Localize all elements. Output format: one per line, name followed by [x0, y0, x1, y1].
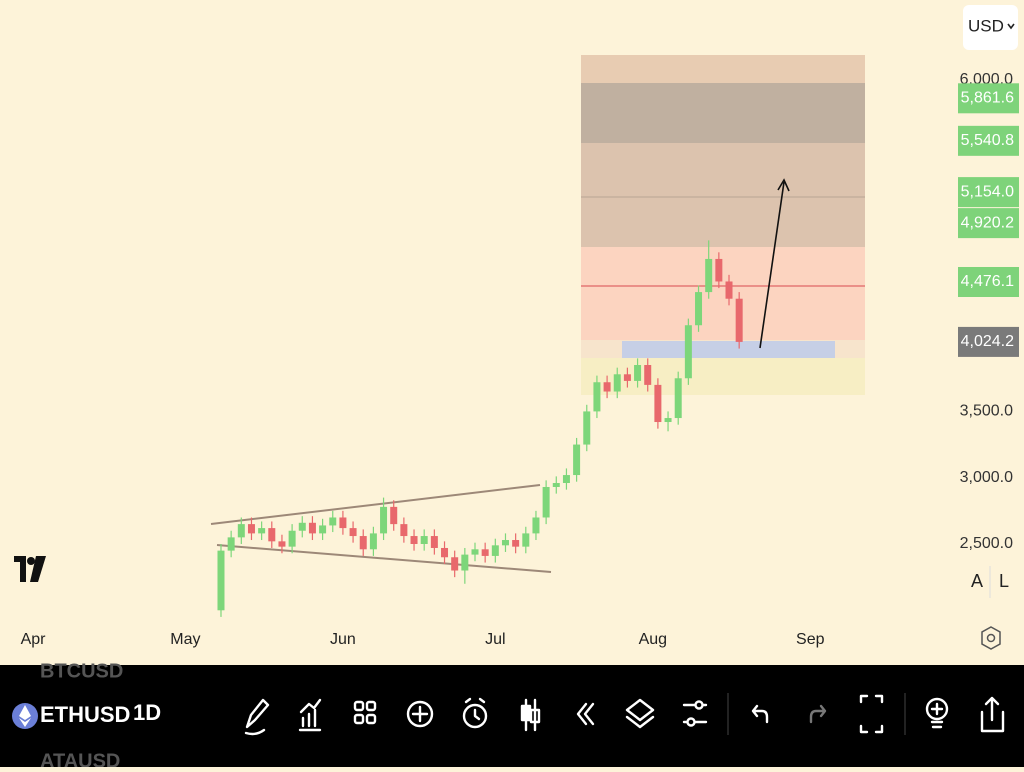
candle-body — [451, 557, 459, 571]
candle-body — [268, 528, 276, 542]
candle-body — [695, 292, 703, 326]
auto-scale-button[interactable]: A — [971, 571, 983, 591]
candle-body — [491, 545, 499, 556]
candle-body — [339, 517, 347, 529]
candle-body — [562, 475, 570, 484]
candle-body — [684, 325, 692, 379]
y-tick-label: 2,500.0 — [960, 535, 1013, 552]
candle-body — [227, 537, 235, 551]
candle-body — [664, 418, 672, 423]
x-tick-label: Apr — [21, 631, 47, 648]
candle-body — [573, 444, 581, 476]
x-tick-label: Aug — [639, 631, 667, 648]
toolbar-icons[interactable] — [244, 694, 1005, 736]
candle-body — [725, 281, 733, 299]
last-price-box — [958, 326, 1019, 357]
candle-body — [400, 524, 408, 537]
arrow — [759, 178, 790, 349]
x-tick-label: Jul — [485, 631, 505, 648]
candle-body — [471, 549, 479, 555]
candle-body — [258, 528, 266, 534]
fib-zone — [581, 55, 865, 395]
candle-body — [369, 533, 377, 550]
candle-body — [288, 530, 296, 547]
candle-body — [583, 411, 591, 445]
currency-label[interactable]: USD — [968, 16, 1004, 35]
candle-body — [298, 522, 306, 531]
price-label: 4,920.2 — [961, 214, 1014, 231]
toolbar — [0, 665, 1024, 767]
y-tick-label: 3,000.0 — [960, 469, 1013, 486]
last-price-label: 4,024.2 — [961, 333, 1014, 350]
price-label-box — [958, 125, 1019, 156]
price-label-box — [958, 177, 1019, 208]
candle-body — [542, 486, 550, 518]
candle-body — [278, 541, 286, 547]
symbol-list-item[interactable]: BTCUSD — [40, 660, 123, 682]
candle-body — [237, 524, 245, 538]
candle-body — [430, 536, 438, 548]
interval[interactable]: 1D — [133, 700, 161, 725]
chevron — [1007, 23, 1015, 30]
candle-body — [390, 506, 398, 525]
candle-body — [329, 517, 337, 526]
candle-body — [380, 506, 388, 534]
candle-body — [522, 533, 530, 547]
candle-body — [247, 524, 255, 534]
candle-body — [644, 365, 652, 385]
price-label: 5,861.6 — [961, 90, 1014, 107]
candle-body — [623, 374, 631, 381]
candle-body — [593, 382, 601, 412]
price-label-box — [958, 83, 1019, 114]
candle-body — [613, 374, 621, 392]
symbol-list-item[interactable]: ATAUSD — [40, 750, 120, 772]
candle-body — [420, 536, 428, 544]
plot — [217, 240, 743, 617]
candle-body — [359, 536, 367, 550]
tv-logo — [14, 556, 46, 582]
price-label: 5,540.8 — [961, 132, 1014, 149]
candle-body — [634, 365, 642, 381]
candle-body — [552, 483, 560, 487]
candle-body — [319, 525, 327, 534]
symbol[interactable]: ETHUSD — [40, 702, 130, 727]
settings-button[interactable] — [981, 626, 1001, 650]
settings-dot — [986, 633, 996, 643]
candle-body — [674, 378, 682, 419]
candle-body — [715, 258, 723, 282]
trend-lines — [210, 484, 552, 573]
candle-body — [308, 522, 316, 534]
candle-body — [481, 549, 489, 556]
y-tick-label: 3,500.0 — [960, 403, 1013, 420]
candle-body — [705, 258, 713, 293]
price-label: 5,154.0 — [961, 183, 1014, 200]
candle-body — [654, 384, 662, 423]
candle-body — [349, 528, 357, 537]
candle-body — [461, 554, 469, 571]
candle-body — [532, 517, 540, 534]
x-tick-label: Sep — [796, 631, 825, 648]
price-label: 4,476.1 — [961, 273, 1014, 290]
candle-body — [512, 540, 520, 547]
eth-logo — [12, 703, 38, 729]
log-scale-button[interactable]: L — [999, 571, 1009, 591]
price-label-box — [958, 208, 1019, 239]
price-label-box — [958, 266, 1019, 297]
currency-selector[interactable] — [963, 5, 1018, 50]
x-tick-label: Jun — [330, 631, 356, 648]
candle-body — [735, 298, 743, 342]
candle-body — [441, 547, 449, 558]
chart-background — [0, 0, 1024, 665]
candle-body — [603, 382, 611, 392]
candle-body — [410, 536, 418, 544]
candle-body — [217, 550, 225, 611]
x-tick-label: May — [170, 631, 200, 648]
candle-body — [501, 540, 509, 546]
